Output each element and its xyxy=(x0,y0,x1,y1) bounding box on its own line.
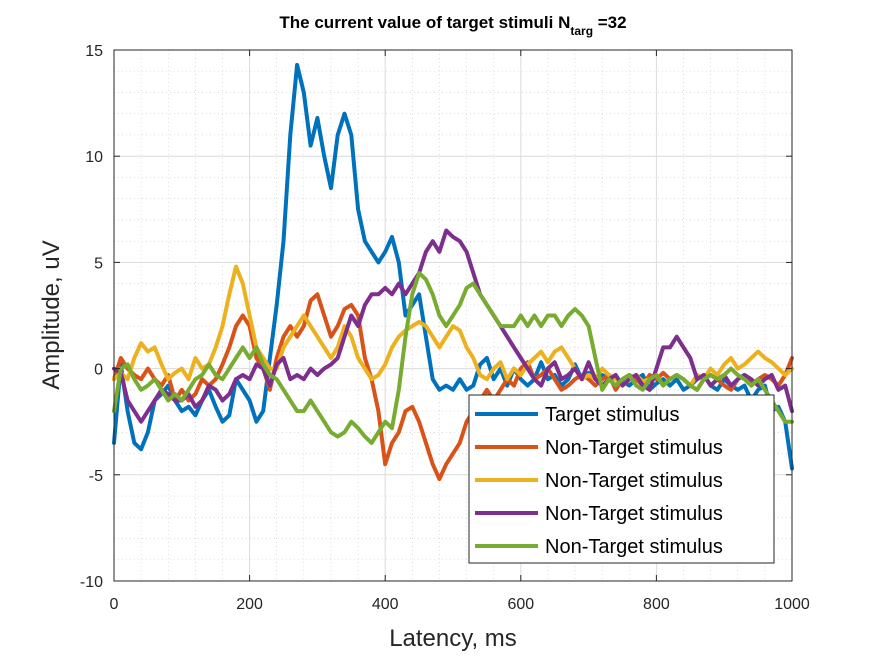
y-tick-label: 10 xyxy=(85,149,103,166)
y-axis-label: Amplitude, uV xyxy=(38,240,65,389)
x-tick-label: 600 xyxy=(507,596,534,613)
x-tick-label: 800 xyxy=(643,596,670,613)
legend-label-2: Non-Target stimulus xyxy=(545,437,723,459)
y-tick-label: -5 xyxy=(89,468,103,485)
ticks-layer xyxy=(113,49,793,582)
legend: Target stimulus Non-Target stimulus Non-Ta… xyxy=(468,394,775,564)
chart-title-subscript: targ xyxy=(570,24,593,38)
y-tick-label: 0 xyxy=(94,362,103,379)
y-tick-label: 5 xyxy=(94,255,103,272)
legend-entries: Target stimulus Non-Target stimulus Non-Ta… xyxy=(475,404,723,558)
y-tick-label: 15 xyxy=(85,43,103,60)
legend-label-3: Non-Target stimulus xyxy=(545,470,723,492)
chart-title: The current value of target stimuli Ntar… xyxy=(279,13,626,38)
x-tick-label: 200 xyxy=(236,596,263,613)
x-axis-label: Latency, ms xyxy=(389,625,517,652)
legend-label-5: Non-Target stimulus xyxy=(545,536,723,558)
series-layer xyxy=(112,62,794,481)
series-line-5 xyxy=(112,271,794,445)
legend-label-1: Target stimulus xyxy=(545,404,680,426)
x-tick-label: 400 xyxy=(372,596,399,613)
series-line-1 xyxy=(112,62,794,471)
chart-title-main: The current value of target stimuli N xyxy=(279,13,570,32)
legend-label-4: Non-Target stimulus xyxy=(545,503,723,525)
y-tick-label: -10 xyxy=(80,574,103,591)
chart-title-suffix: =32 xyxy=(593,13,627,32)
tick-labels: 0 200 400 600 800 1000 -10 -5 0 5 10 15 xyxy=(80,43,810,613)
x-tick-label: 1000 xyxy=(774,596,810,613)
series-line-4 xyxy=(112,228,794,424)
x-tick-label: 0 xyxy=(110,596,119,613)
plot-border xyxy=(113,49,793,582)
